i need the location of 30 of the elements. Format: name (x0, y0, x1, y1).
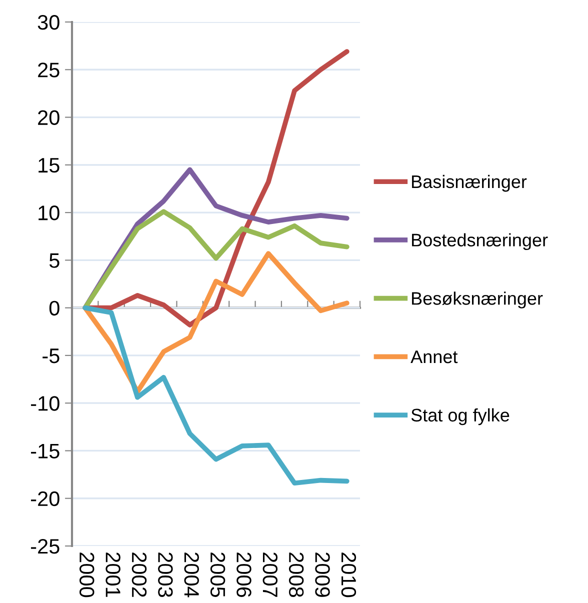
y-tick-label: 0 (49, 300, 60, 316)
y-tick-label: 20 (38, 110, 60, 126)
line-series (82, 251, 350, 394)
x-tick-label: 2003 (158, 552, 173, 597)
legend-label: Bostedsnæringer (412, 233, 548, 250)
legend-label: Stat og fylke (411, 408, 510, 426)
legend-label: Annet (410, 350, 458, 364)
x-tick-label: 2002 (132, 552, 147, 597)
x-tick-label: 2000 (80, 552, 94, 598)
x-tick-label: 2005 (210, 552, 226, 598)
y-tick-label: -15 (31, 444, 60, 458)
x-tick-label: 2004 (184, 552, 199, 598)
y-tick-label: 25 (38, 62, 60, 78)
y-tick-label: 30 (38, 15, 60, 30)
x-tick-label: 2010 (341, 552, 356, 598)
x-tick-label: 2001 (106, 552, 120, 597)
y-tick-label: 5 (49, 253, 60, 268)
legend-label: Besøksnæringer (412, 292, 543, 308)
y-tick-label: -10 (31, 396, 60, 411)
x-tick-label: 2007 (262, 552, 278, 597)
line-series (82, 305, 350, 486)
y-tick-label: -25 (31, 539, 60, 554)
x-tick-label: 2008 (288, 552, 304, 597)
y-tick-label: 10 (38, 206, 60, 220)
legend-label: Basisnæringer (412, 174, 527, 192)
x-tick-label: 2006 (236, 552, 252, 597)
x-tick-label: 2009 (315, 552, 330, 597)
y-tick-label: -5 (42, 348, 60, 364)
y-tick-label: 15 (38, 158, 60, 173)
y-tick-label: -20 (31, 491, 60, 506)
